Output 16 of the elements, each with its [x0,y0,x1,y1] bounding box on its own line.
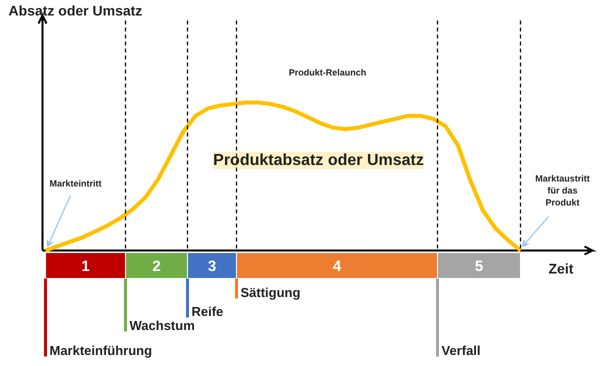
category-label: 5 [474,258,484,275]
category-label: 3 [208,258,216,275]
x-axis-title: Zeit [548,260,574,276]
text: Sättigung [240,285,300,300]
annotation: Markteintritt [50,178,102,188]
category-label: 1 [81,258,90,275]
text: Produkt-Relaunch [288,68,366,78]
text: Markteinführung [50,343,152,358]
y-axis-title: Absatz oder Umsatz [8,2,142,18]
text: Reife [192,304,224,319]
category-label: 2 [152,258,161,275]
text: Verfall [442,343,481,358]
category-label: 4 [332,258,342,275]
text: Wachstum [130,318,195,333]
text: Marktaustritt für das Produkt [535,174,590,208]
text: Produktabsatz oder Umsatz [213,152,424,169]
